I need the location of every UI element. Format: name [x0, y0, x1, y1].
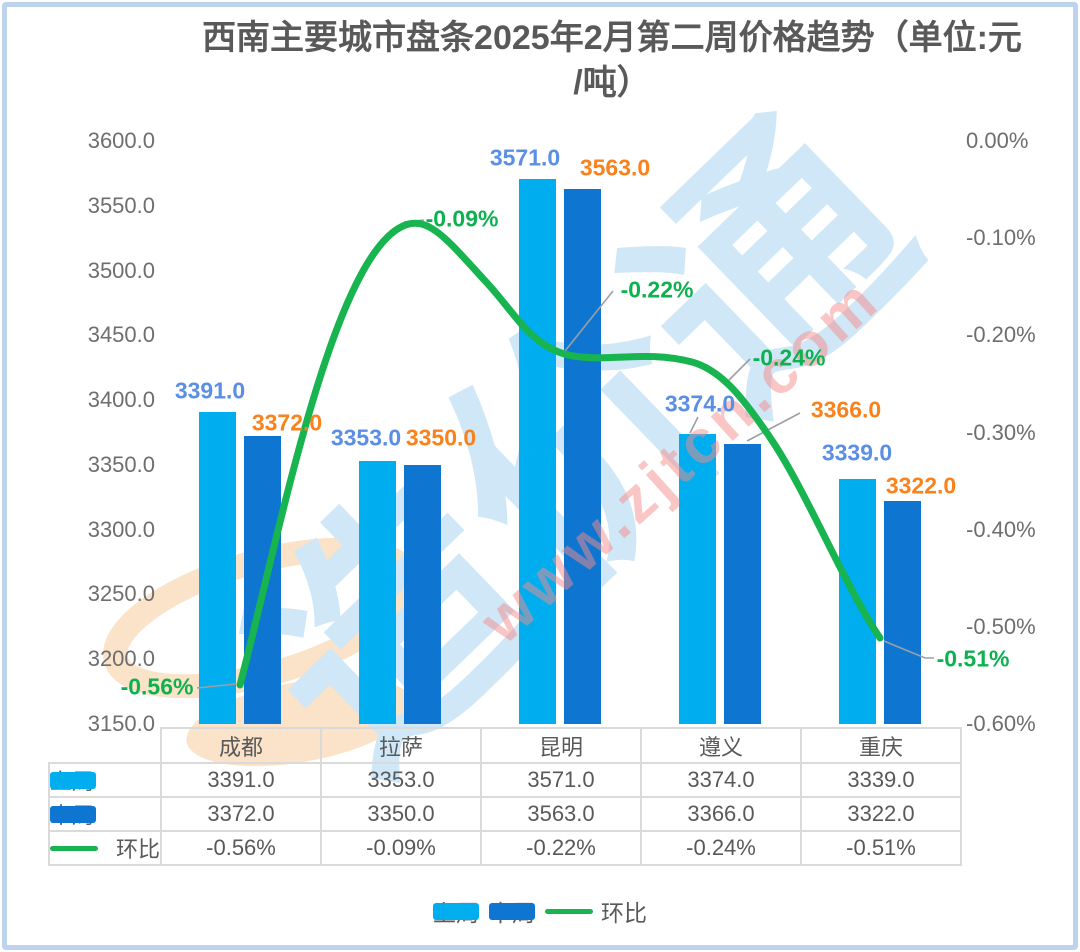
line-swatch-icon: [545, 908, 593, 914]
left-axis-tick: 3550.0: [87, 192, 155, 218]
chart-title-line2: /吨）: [573, 64, 651, 102]
mom-annotation-成都: -0.56%: [120, 673, 194, 700]
left-axis-tick: 3250.0: [87, 581, 155, 607]
bar-本周-重庆[interactable]: [884, 501, 921, 724]
left-axis-tick: 3150.0: [87, 711, 155, 737]
table-row-label: 环比: [50, 832, 160, 864]
table-column-header-重庆: 重庆: [800, 727, 962, 764]
bar-value-label: 3372.0: [251, 409, 323, 436]
bar-value-label: 3391.0: [174, 377, 246, 404]
bar-上周-遵义[interactable]: [679, 433, 716, 724]
left-axis-tick: 3400.0: [87, 387, 155, 413]
table-corner-cell: [49, 728, 161, 763]
bar-value-label: 3350.0: [405, 424, 477, 451]
data-table: 成都拉萨昆明遵义重庆上周3391.03353.03571.03374.03339…: [48, 727, 962, 866]
right-axis-tick: -0.30%: [966, 419, 1036, 445]
table-row-label: 上周: [50, 764, 160, 796]
table-cell: 3322.0: [800, 796, 962, 832]
mom-annotation-拉萨: -0.09%: [425, 205, 499, 232]
table-cell: 3391.0: [160, 762, 322, 798]
legend-label: 环比: [601, 900, 647, 926]
mom-annotation-昆明: -0.22%: [620, 276, 694, 303]
bar-上周-成都[interactable]: [199, 411, 236, 724]
right-axis-tick: -0.50%: [966, 613, 1036, 639]
table-cell: 3353.0: [320, 762, 482, 798]
table-header-row: 成都 拉萨 昆明 遵义 重庆: [49, 727, 962, 764]
bar-本周-拉萨[interactable]: [404, 464, 441, 724]
bar-value-label: 3339.0: [821, 439, 893, 466]
bar-本周-昆明[interactable]: [564, 188, 601, 724]
table-cell: 3339.0: [800, 762, 962, 798]
right-axis-tick: 0.00%: [966, 128, 1029, 153]
series-name: 环比: [115, 837, 160, 862]
right-axis-tick: -0.20%: [966, 322, 1036, 348]
table-row-label: 本周: [50, 798, 160, 830]
bar-value-label: 3366.0: [810, 396, 882, 423]
chart-title: 西南主要城市盘条2025年2月第二周价格趋势（单位:元 /吨）: [100, 16, 1080, 106]
bar-本周-遵义[interactable]: [724, 444, 761, 724]
bar-value-label: 3353.0: [330, 424, 402, 451]
bar-value-label: 3322.0: [885, 472, 957, 499]
legend-item-本周[interactable]: 本周: [489, 894, 535, 928]
table-column-header-成都: 成都: [160, 727, 322, 764]
table-column-header-遵义: 遵义: [640, 727, 802, 764]
table-column-header-昆明: 昆明: [480, 727, 642, 764]
left-axis-tick: 3300.0: [87, 516, 155, 542]
left-axis-tick: 3350.0: [87, 451, 155, 477]
left-axis-tick: 3200.0: [87, 646, 155, 672]
table-cell: 3563.0: [480, 796, 642, 832]
bar-上周-昆明[interactable]: [519, 178, 556, 724]
table-cell: 3350.0: [320, 796, 482, 832]
table-cell: -0.22%: [480, 830, 642, 866]
legend-item-环比[interactable]: 环比: [545, 894, 647, 928]
table-column-header-拉萨: 拉萨: [320, 727, 482, 764]
bar-value-label: 3374.0: [664, 390, 736, 417]
bar-value-label: 3571.0: [489, 144, 561, 171]
bar-value-label: 3563.0: [579, 154, 651, 181]
right-axis-tick: -0.40%: [966, 516, 1036, 542]
chart-title-line1: 西南主要城市盘条2025年2月第二周价格趋势（单位:元: [202, 19, 1022, 57]
series-swatch-icon: [50, 805, 96, 823]
bar-swatch-icon: [489, 902, 535, 920]
right-axis-tick: -0.60%: [966, 711, 1036, 737]
legend-item-上周[interactable]: 上周: [433, 894, 479, 928]
table-cell: 3374.0: [640, 762, 802, 798]
table-cell: 3366.0: [640, 796, 802, 832]
bar-上周-拉萨[interactable]: [359, 461, 396, 724]
legend: 上周本周 环比: [0, 894, 1080, 928]
right-axis-tick: -0.10%: [966, 225, 1036, 251]
bar-swatch-icon: [433, 902, 479, 920]
table-cell: -0.24%: [640, 830, 802, 866]
table-row-label-cell: 本周: [48, 796, 162, 832]
series-swatch-icon: [50, 845, 98, 851]
mom-annotation-重庆: -0.51%: [936, 645, 1010, 672]
table-row-label-cell: 环比: [48, 830, 162, 866]
table-cell: 3571.0: [480, 762, 642, 798]
series-swatch-icon: [50, 771, 96, 789]
left-axis-tick: 3450.0: [87, 322, 155, 348]
mom-change-line[interactable]: [236, 219, 884, 689]
label-leader-lines: [196, 219, 934, 689]
left-axis-tick: 3500.0: [87, 257, 155, 283]
table-row-label-cell: 上周: [48, 762, 162, 798]
table-row-环比: 环比 -0.56% -0.09% -0.22% -0.24% -0.51%: [48, 830, 962, 866]
table-cell: -0.56%: [160, 830, 322, 866]
table-cell: 3372.0: [160, 796, 322, 832]
mom-annotation-遵义: -0.24%: [752, 344, 826, 371]
table-cell: -0.09%: [320, 830, 482, 866]
table-cell: -0.51%: [800, 830, 962, 866]
left-axis-tick: 3600.0: [87, 128, 155, 153]
